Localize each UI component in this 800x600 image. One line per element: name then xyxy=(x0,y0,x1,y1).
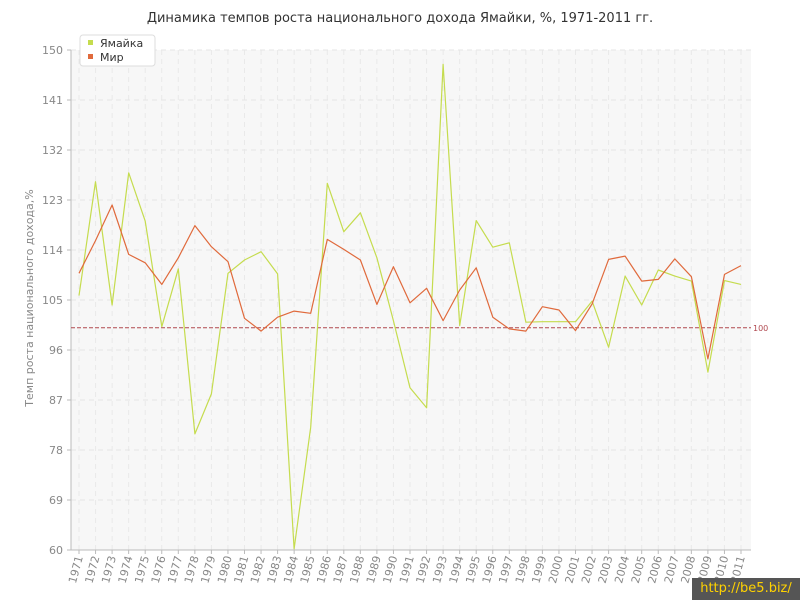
reference-line-label: 100 xyxy=(753,324,768,333)
y-tick-label: 78 xyxy=(49,444,63,457)
y-tick-label: 132 xyxy=(42,144,63,157)
y-tick-label: 96 xyxy=(49,344,63,357)
horizontal-gridlines xyxy=(67,49,751,551)
series-line-world xyxy=(78,204,742,360)
y-tick-label: 87 xyxy=(49,394,63,407)
y-tick-label: 150 xyxy=(42,44,63,57)
reference-line-group: 100 xyxy=(71,324,768,333)
vertical-gridlines xyxy=(78,50,742,554)
series-group xyxy=(78,63,742,550)
legend-box xyxy=(79,34,156,67)
chart-title: Динамика темпов роста национального дохо… xyxy=(146,11,654,26)
legend-label-world: Мир xyxy=(100,51,124,64)
series-line-jamaica xyxy=(78,63,742,550)
y-tick-labels: 60 69 78 87 96 105 114 123 132 141 150 xyxy=(42,44,63,557)
y-tick-label: 60 xyxy=(49,544,63,557)
legend-label-jamaica: Ямайка xyxy=(100,37,143,50)
y-tick-label: 123 xyxy=(42,194,63,207)
y-tick-label: 141 xyxy=(42,94,63,107)
y-axis-label: Темп роста национального дохода,% xyxy=(23,189,36,407)
y-tick-label: 105 xyxy=(42,294,63,307)
plot-area xyxy=(71,50,751,550)
watermark-link[interactable]: http://be5.biz/ xyxy=(692,578,800,600)
x-tick-labels: 1971197219731974197519761977197819791980… xyxy=(66,554,748,584)
y-tick-label: 69 xyxy=(49,494,63,507)
legend: Ямайка Мир xyxy=(79,34,156,67)
y-tick-label: 114 xyxy=(42,244,63,257)
legend-swatch-world xyxy=(88,54,93,59)
legend-swatch-jamaica xyxy=(88,40,93,45)
